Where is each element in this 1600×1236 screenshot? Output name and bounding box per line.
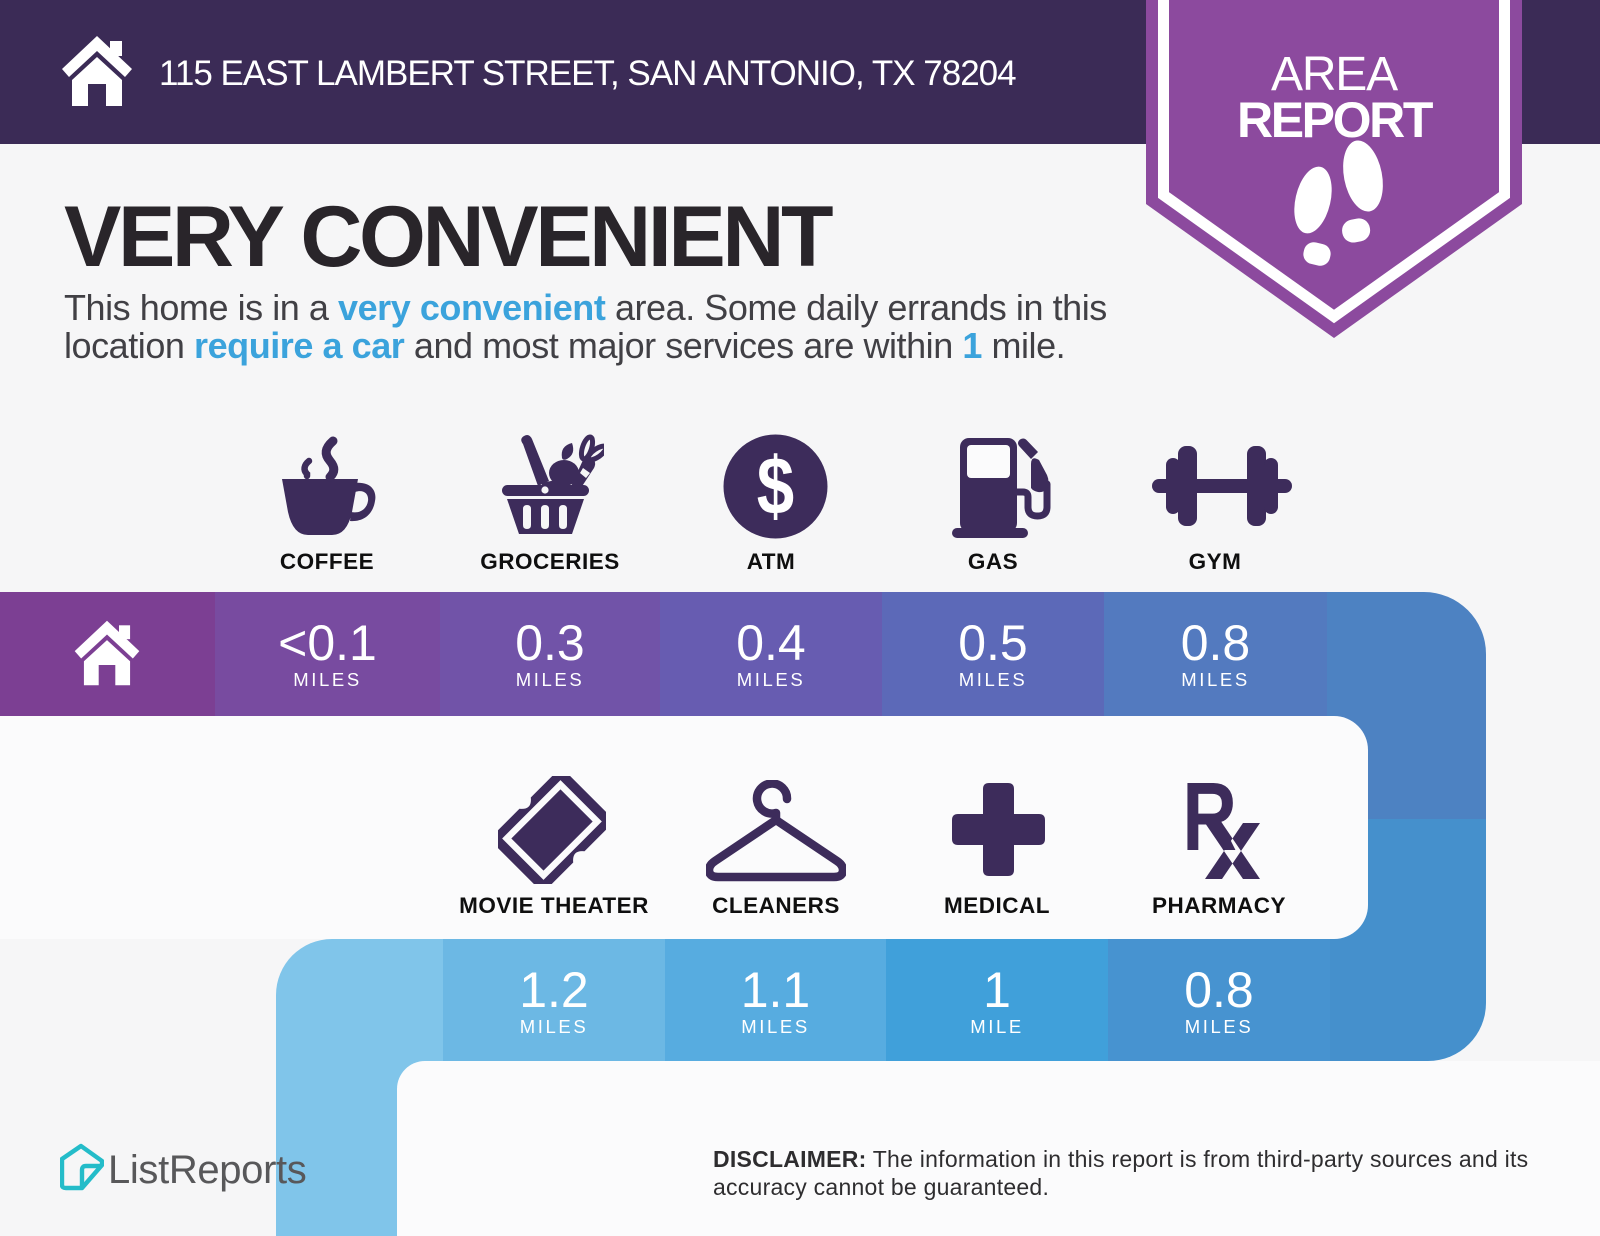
svg-text:REPORT: REPORT <box>1237 92 1433 148</box>
svg-text:$: $ <box>757 440 794 532</box>
svg-text:AREA: AREA <box>1271 48 1398 101</box>
